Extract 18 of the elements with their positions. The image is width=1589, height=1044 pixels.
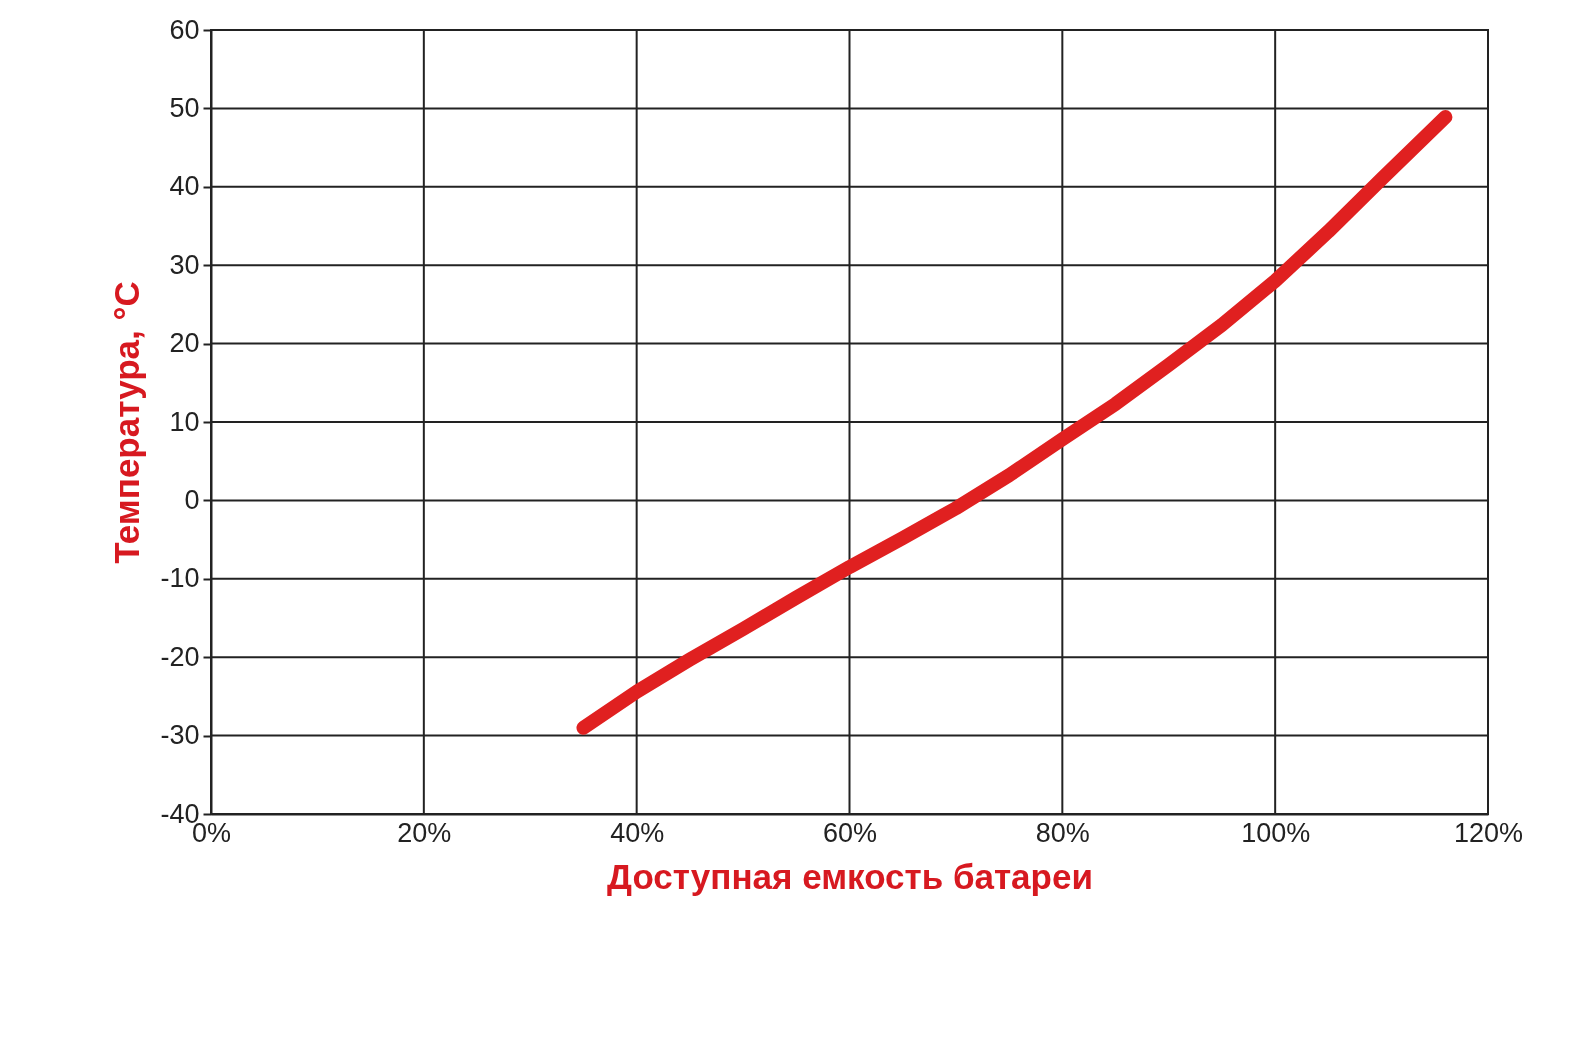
- x-axis-title: Доступная емкость батареи: [607, 856, 1093, 896]
- y-tick-label: 10: [169, 406, 200, 437]
- y-tick-label: -30: [160, 720, 200, 751]
- y-tick-label: 50: [169, 92, 200, 123]
- y-tick-label: -10: [160, 563, 200, 594]
- y-tick-label: 30: [169, 249, 200, 280]
- x-tick-label: 120%: [1453, 817, 1524, 848]
- y-tick-label: 20: [169, 328, 200, 359]
- x-tick-label: 20%: [397, 817, 452, 848]
- x-tick-label: 100%: [1241, 817, 1311, 848]
- y-tick-label: 0: [184, 484, 200, 515]
- x-tick-label: 80%: [1035, 817, 1090, 848]
- y-tick-label: 40: [169, 171, 200, 202]
- y-axis-title: Температура, °C: [107, 281, 147, 564]
- x-tick-label: 40%: [610, 817, 665, 848]
- y-tick-label: 60: [169, 14, 200, 45]
- y-tick-label: -20: [160, 641, 200, 672]
- x-tick-label: 60%: [822, 817, 878, 848]
